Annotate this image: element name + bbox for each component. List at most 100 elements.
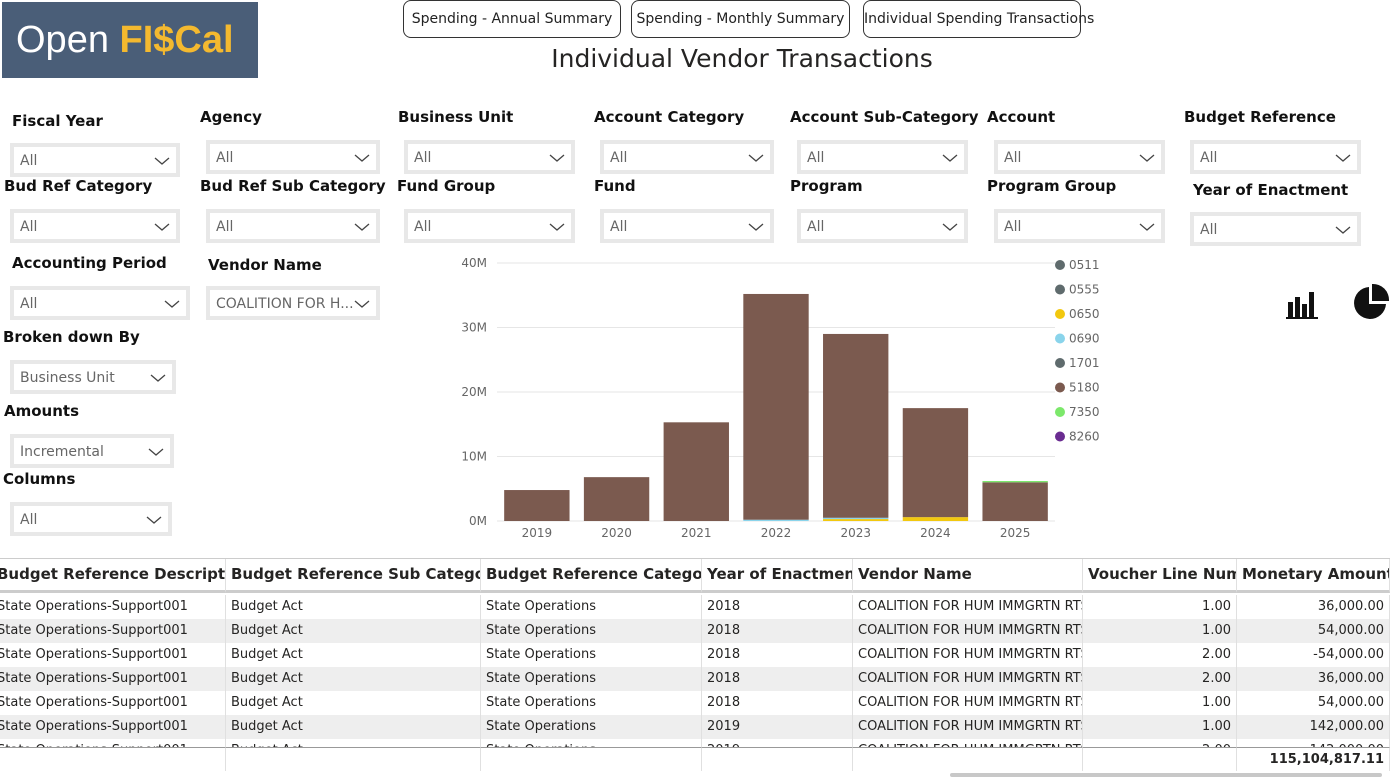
filter-value: All	[216, 219, 234, 235]
table-cell: State Operations-Support001	[0, 643, 226, 667]
dropdown-chevron	[154, 223, 170, 231]
legend-label: 8260	[1069, 430, 1100, 444]
table-cell: State Operations	[481, 595, 702, 619]
filter-dropdown[interactable]: All	[206, 209, 380, 243]
table-cell: 1.00	[1083, 619, 1237, 643]
filter-dropdown[interactable]: All	[797, 140, 968, 174]
dropdown-chevron	[354, 223, 370, 231]
dropdown-chevron	[150, 374, 166, 382]
pie-chart-icon[interactable]	[1352, 283, 1390, 321]
filter-value: All	[1004, 219, 1022, 235]
legend-label: 0650	[1069, 307, 1100, 321]
filter-dropdown[interactable]: All	[10, 502, 172, 536]
x-tick-label: 2024	[920, 526, 951, 540]
filter-dropdown[interactable]: Incremental	[10, 434, 174, 468]
bar-segment	[504, 490, 570, 521]
table-cell: Budget Act	[226, 691, 481, 715]
table-cell: 2.00	[1083, 643, 1237, 667]
tab-button[interactable]: Spending - Monthly Summary	[631, 0, 850, 38]
filter-value: All	[610, 150, 628, 166]
legend-marker	[1055, 260, 1065, 270]
table-total: 115,104,817.11	[1237, 747, 1390, 771]
table-cell: 142,000.00	[1237, 715, 1390, 739]
legend-label: 7350	[1069, 405, 1100, 419]
filter-dropdown[interactable]: All	[994, 140, 1165, 174]
dropdown-chevron	[1335, 226, 1351, 234]
scrollbar[interactable]	[950, 773, 1382, 777]
filter-value: All	[20, 153, 38, 169]
filter-label: Account	[987, 108, 1056, 126]
x-tick-label: 2023	[840, 526, 871, 540]
filter-dropdown[interactable]: All	[600, 140, 774, 174]
filter-dropdown[interactable]: All	[10, 143, 180, 177]
filter-label: Bud Ref Sub Category	[200, 177, 386, 195]
column-header: Vendor Name	[853, 559, 1083, 593]
table-cell: Budget Act	[226, 667, 481, 691]
table-cell: COALITION FOR HUM IMMGRTN RTS	[853, 667, 1083, 691]
tab-button[interactable]: Spending - Annual Summary	[403, 0, 621, 38]
table-cell: State Operations-Support001	[0, 667, 226, 691]
filter-dropdown[interactable]: All	[404, 209, 575, 243]
y-tick-label: 10M	[461, 450, 487, 464]
filter-value: All	[20, 296, 38, 312]
y-tick-label: 40M	[461, 256, 487, 270]
dropdown-chevron	[148, 448, 164, 456]
filter-dropdown[interactable]: COALITION FOR H...	[206, 286, 380, 320]
chart: 0M 10M 20M 30M 40M 2019 2020 2021 2022 2023 2024 20…	[461, 256, 1100, 540]
filter-dropdown[interactable]: All	[206, 140, 380, 174]
filter-value: All	[414, 219, 432, 235]
filter-label: Account Sub-Category	[790, 108, 979, 126]
filter-value: All	[1200, 150, 1218, 166]
table-cell: 36,000.00	[1237, 667, 1390, 691]
column-header: Monetary Amount	[1237, 559, 1390, 593]
table-cell: Budget Act	[226, 643, 481, 667]
filter-label: Amounts	[4, 402, 79, 420]
filter-label: Accounting Period	[12, 254, 167, 272]
table-cell: Budget Act	[226, 619, 481, 643]
dropdown-chevron	[549, 223, 565, 231]
table-cell: 2018	[702, 691, 853, 715]
filter-label: Agency	[200, 108, 262, 126]
table-cell: COALITION FOR HUM IMMGRTN RTS	[853, 715, 1083, 739]
legend-marker	[1055, 309, 1065, 319]
filter-value: Incremental	[20, 444, 104, 460]
table-cell: State Operations	[481, 667, 702, 691]
filter-dropdown[interactable]: Business Unit	[10, 360, 176, 394]
bar-segment	[982, 481, 1048, 483]
filter-dropdown[interactable]: All	[1190, 212, 1361, 246]
x-tick-label: 2022	[761, 526, 792, 540]
column-header: Year of Enactment	[702, 559, 853, 593]
table-cell: COALITION FOR HUM IMMGRTN RTS	[853, 595, 1083, 619]
filter-dropdown[interactable]: All	[404, 140, 575, 174]
total-row-blank	[0, 747, 226, 771]
filter-dropdown[interactable]: All	[10, 209, 180, 243]
bar-segment	[583, 477, 650, 521]
tab-button[interactable]: Individual Spending Transactions	[863, 0, 1094, 38]
filter-dropdown[interactable]: All	[797, 209, 968, 243]
filter-dropdown[interactable]: All	[10, 286, 190, 320]
filter-dropdown[interactable]: All	[994, 209, 1165, 243]
dropdown-chevron	[354, 300, 370, 308]
filter-dropdown[interactable]: All	[600, 209, 774, 243]
bar-segment	[743, 519, 809, 521]
x-tick-label: 2020	[601, 526, 632, 540]
table-cell: 2018	[702, 595, 853, 619]
filter-dropdown[interactable]: All	[1190, 140, 1361, 174]
filter-value: All	[1200, 222, 1218, 238]
bar-segment	[823, 517, 889, 520]
bar-chart-icon[interactable]	[1284, 288, 1320, 320]
bar-segment	[823, 333, 889, 518]
table-cell: State Operations-Support001	[0, 595, 226, 619]
table-cell: 36,000.00	[1237, 595, 1390, 619]
filter-value: All	[807, 219, 825, 235]
dropdown-chevron	[354, 154, 370, 162]
filter-value: All	[216, 150, 234, 166]
bar-segment	[663, 422, 729, 521]
legend-marker	[1055, 333, 1065, 344]
table-cell: State Operations-Support001	[0, 619, 226, 643]
column-header: Budget Reference Description	[0, 559, 226, 593]
dropdown-chevron	[748, 154, 764, 162]
legend-marker	[1055, 382, 1065, 393]
filter-value: All	[807, 150, 825, 166]
